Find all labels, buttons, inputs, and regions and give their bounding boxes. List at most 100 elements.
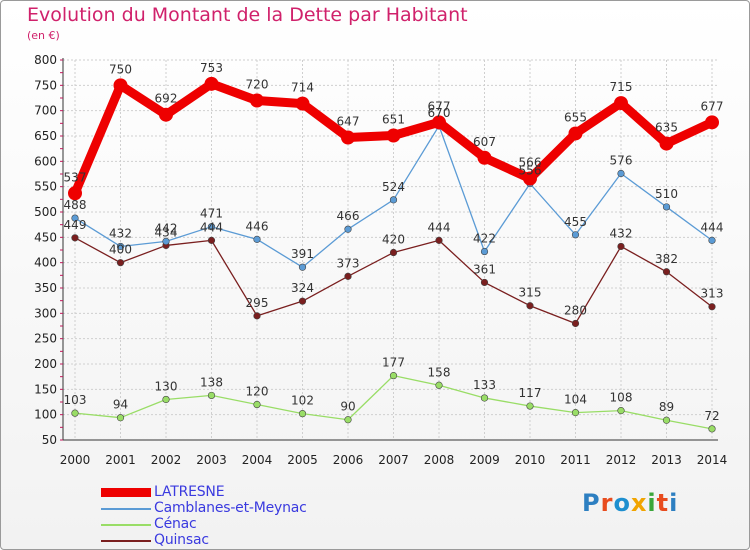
x-tick-label: 2006	[333, 453, 364, 467]
y-tick-label: 800	[34, 53, 57, 67]
data-point-c-nac	[162, 395, 170, 404]
data-label-quinsac: 432	[610, 226, 633, 240]
data-label-latresne: 720	[246, 78, 269, 92]
data-point-c-nac	[344, 416, 352, 424]
legend-swatch-quinsac	[101, 540, 151, 542]
logo-letter: r	[600, 489, 614, 517]
data-label-quinsac: 420	[382, 233, 405, 247]
data-point-c-nac	[708, 425, 716, 433]
data-point-camblanes-et-meynac	[344, 225, 352, 233]
data-point-c-nac	[116, 414, 125, 422]
data-label-latresne: 655	[564, 110, 587, 124]
data-label-latresne: 753	[200, 61, 223, 75]
data-label-camblanes-et-meynac: 576	[610, 153, 633, 167]
data-label-camblanes-et-meynac: 455	[564, 215, 587, 229]
data-label-quinsac: 449	[64, 218, 87, 232]
data-label-camblanes-et-meynac: 442	[155, 221, 178, 235]
x-tick-label: 2004	[242, 453, 273, 467]
y-tick-label: 450	[34, 230, 57, 244]
data-point-camblanes-et-meynac	[662, 203, 671, 211]
data-point-quinsac	[662, 268, 671, 276]
y-tick-label: 500	[34, 205, 57, 219]
y-tick-label: 200	[34, 357, 57, 371]
x-tick-label: 2009	[469, 453, 500, 467]
chart-title: Evolution du Montant de la Dette par Hab…	[27, 4, 468, 26]
series-layer	[68, 76, 719, 433]
x-tick-label: 2005	[287, 453, 318, 467]
data-point-latresne	[432, 115, 446, 130]
data-point-quinsac	[571, 319, 580, 328]
data-label-latresne: 607	[473, 135, 496, 149]
x-tick-label: 2002	[151, 453, 182, 467]
legend-label-quinsac: Quinsac	[154, 532, 209, 548]
data-label-c-nac: 72	[704, 409, 719, 423]
y-tick-label: 600	[34, 154, 57, 168]
data-point-c-nac	[71, 409, 79, 417]
data-point-camblanes-et-meynac	[71, 214, 79, 222]
data-label-c-nac: 138	[200, 375, 223, 389]
data-point-quinsac	[298, 297, 307, 305]
y-tick-label: 150	[34, 382, 57, 396]
data-label-camblanes-et-meynac: 488	[64, 198, 87, 212]
data-point-camblanes-et-meynac	[116, 242, 125, 251]
x-tick-label: 2008	[424, 453, 455, 467]
data-label-camblanes-et-meynac: 391	[291, 247, 314, 261]
data-point-quinsac	[480, 278, 489, 287]
data-label-quinsac: 361	[473, 262, 496, 276]
data-point-quinsac	[116, 259, 125, 267]
data-label-latresne: 651	[382, 112, 405, 126]
data-point-latresne	[113, 78, 128, 93]
logo-letter: o	[613, 489, 631, 517]
data-label-camblanes-et-meynac: 556	[519, 164, 542, 178]
data-label-camblanes-et-meynac: 510	[655, 187, 678, 201]
data-label-quinsac: 444	[428, 220, 451, 234]
data-point-latresne	[659, 136, 674, 151]
data-label-latresne: 677	[428, 99, 451, 113]
data-label-latresne: 677	[701, 99, 724, 113]
data-point-camblanes-et-meynac	[389, 196, 398, 204]
y-tick-label: 300	[34, 306, 57, 320]
data-label-quinsac: 434	[155, 225, 178, 239]
proxiti-logo[interactable]: Proxiti	[582, 489, 678, 517]
data-label-latresne: 566	[519, 156, 542, 170]
data-point-c-nac	[526, 402, 534, 410]
data-label-latresne: 537	[64, 170, 87, 184]
x-tick-label: 2000	[60, 453, 91, 467]
x-tick-label: 2014	[697, 453, 728, 467]
logo-letter: i	[669, 489, 679, 517]
data-point-quinsac	[71, 234, 79, 242]
data-label-c-nac: 90	[340, 400, 355, 414]
data-label-quinsac: 280	[564, 303, 587, 317]
data-label-latresne: 714	[291, 81, 314, 95]
data-point-latresne	[523, 171, 537, 186]
data-point-latresne	[250, 93, 264, 108]
data-label-camblanes-et-meynac: 444	[701, 220, 724, 234]
data-point-c-nac	[435, 381, 443, 389]
data-point-camblanes-et-meynac	[571, 231, 580, 239]
y-tick-label: 650	[34, 129, 57, 143]
data-point-latresne	[568, 126, 583, 141]
data-label-quinsac: 444	[200, 220, 223, 234]
data-label-camblanes-et-meynac: 446	[246, 219, 269, 233]
data-label-c-nac: 94	[113, 398, 128, 412]
data-label-latresne: 692	[155, 92, 178, 106]
x-tick-label: 2010	[515, 453, 546, 467]
data-label-quinsac: 315	[519, 286, 542, 300]
legend-label-latresne: LATRESNE	[154, 484, 225, 500]
data-point-latresne	[614, 96, 628, 111]
data-point-quinsac	[526, 302, 534, 310]
data-label-c-nac: 103	[64, 393, 87, 407]
data-point-latresne	[705, 115, 719, 130]
x-tick-label: 2007	[378, 453, 409, 467]
data-point-camblanes-et-meynac	[708, 236, 716, 244]
legend-label-camblanes-et-meynac: Camblanes-et-Meynac	[154, 500, 307, 516]
data-point-latresne	[159, 107, 173, 122]
data-label-c-nac: 117	[519, 386, 542, 400]
data-label-quinsac: 324	[291, 281, 314, 295]
data-label-camblanes-et-meynac: 422	[473, 232, 496, 246]
y-tick-label: 550	[34, 180, 57, 194]
data-point-c-nac	[480, 394, 489, 402]
data-point-quinsac	[389, 248, 398, 257]
data-label-quinsac: 400	[109, 243, 132, 257]
data-point-c-nac	[298, 410, 307, 418]
